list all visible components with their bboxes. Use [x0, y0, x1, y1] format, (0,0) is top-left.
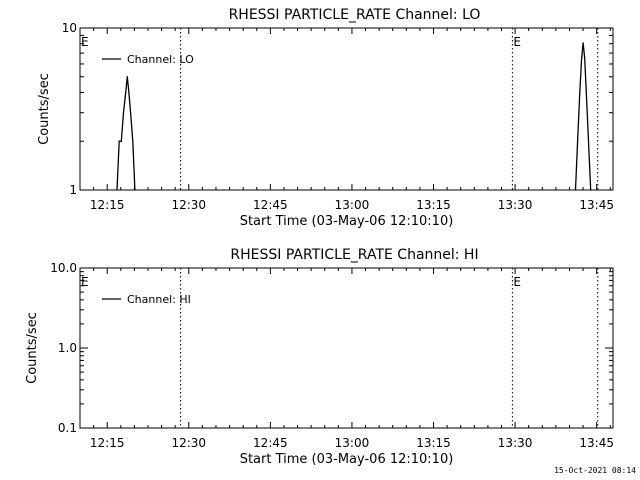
data-point: [126, 76, 128, 78]
series-line-1: [116, 76, 136, 191]
x-axis-label: Start Time (03-May-06 12:10:10): [240, 452, 454, 467]
x-axis-label: Start Time (03-May-06 12:10:10): [240, 214, 454, 229]
x-tick-label: 13:00: [335, 198, 370, 212]
data-point: [580, 59, 583, 62]
y-axis-label: Counts/sec: [37, 73, 52, 145]
y-tick-label: 10.0: [50, 261, 77, 275]
x-tick-label: 13:15: [416, 198, 451, 212]
x-tick-label: 13:00: [335, 436, 370, 450]
y-tick-label: 10: [62, 21, 77, 35]
data-point: [128, 91, 130, 94]
data-point: [122, 112, 125, 114]
data-point: [587, 140, 590, 142]
panel-1: RHESSI PARTICLE_RATE Channel: LO 12:15 12:…: [37, 7, 614, 229]
plot-frame: [79, 27, 614, 191]
y-axis-label: Counts/sec: [25, 312, 40, 384]
x-tick-label: 12:15: [90, 436, 125, 450]
x-tick-label: 12:15: [90, 198, 125, 212]
footer-timestamp: 15-Oct-2021 08:14: [554, 466, 636, 475]
corner-marker: E: [81, 35, 89, 49]
data-point: [574, 189, 577, 191]
chart-title: RHESSI PARTICLE_RATE Channel: LO: [229, 7, 481, 23]
data-point: [134, 189, 136, 191]
y-tick-label: 1.0: [58, 341, 77, 355]
data-point: [129, 112, 132, 114]
data-point: [125, 91, 127, 94]
data-point: [590, 189, 592, 191]
data-point: [120, 140, 122, 142]
event-line-label: E: [513, 275, 521, 289]
legend-label: Channel: HI: [127, 293, 191, 306]
series-line-2: [574, 42, 592, 191]
data-point: [579, 91, 581, 94]
x-tick-label: 12:45: [253, 198, 288, 212]
data-point: [116, 189, 118, 191]
data-point: [118, 140, 120, 142]
data-point: [132, 140, 134, 142]
event-line-label: E: [513, 35, 521, 49]
y-tick-label: 1: [69, 183, 77, 197]
x-tick-label: 13:30: [498, 198, 533, 212]
panel-2: RHESSI PARTICLE_RATE Channel: HI 12:15 12:…: [25, 247, 614, 467]
x-tick-label: 12:30: [171, 436, 206, 450]
x-tick-label: 13:30: [498, 436, 533, 450]
data-point: [582, 42, 584, 44]
y-tick-label: 0.1: [58, 421, 77, 435]
data-point: [577, 140, 579, 142]
corner-marker: E: [81, 275, 89, 289]
x-tick-label: 13:45: [579, 198, 614, 212]
x-tick-label: 13:15: [416, 436, 451, 450]
chart-title: RHESSI PARTICLE_RATE Channel: HI: [230, 247, 478, 263]
legend-label: Channel: LO: [127, 53, 194, 66]
x-tick-label: 12:45: [253, 436, 288, 450]
data-point: [584, 57, 586, 59]
x-tick-label: 13:45: [579, 436, 614, 450]
x-tick-label: 12:30: [171, 198, 206, 212]
data-point: [585, 91, 587, 94]
plot-frame: [79, 267, 614, 429]
